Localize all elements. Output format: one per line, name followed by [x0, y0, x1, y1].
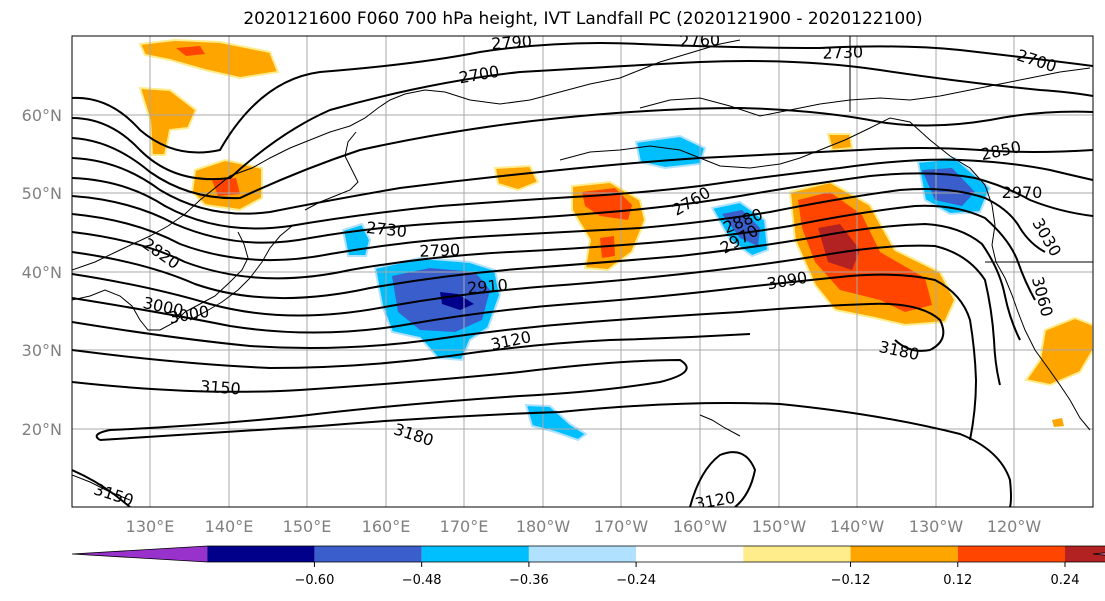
height-contour — [72, 469, 131, 507]
ivt-positive-core — [176, 46, 205, 56]
ivt-positive-region — [1024, 316, 1093, 387]
contour-label: 2790 — [491, 32, 533, 54]
ivt-positive-region — [1052, 418, 1064, 427]
ivt-positive-region — [138, 86, 198, 156]
ivt-negative-region — [524, 403, 588, 442]
height-contour — [72, 244, 1001, 386]
longitude-label: 140°E — [205, 517, 254, 536]
china-korea-coastline — [72, 231, 249, 331]
longitude-label: 140°W — [830, 517, 885, 536]
figure-title: 2020121600 F060 700 hPa height, IVT Land… — [243, 9, 922, 29]
colorbar-swatch — [743, 546, 851, 562]
colorbar-swatch — [1065, 546, 1105, 562]
height-contours — [72, 42, 1093, 507]
height-contour — [689, 451, 757, 507]
colorbar-extend-min — [72, 546, 208, 562]
ivt-positive-region — [138, 38, 280, 80]
colorbar-swatch — [314, 546, 422, 562]
height-contour — [72, 204, 1036, 301]
ivt-positive-region — [493, 164, 540, 192]
height-contour — [72, 222, 1021, 341]
height-contour — [72, 273, 978, 441]
contour-label: 2730 — [822, 42, 863, 62]
longitude-label: 150°E — [283, 517, 332, 536]
longitude-label: 180°W — [516, 517, 571, 536]
colorbar-swatch — [850, 546, 958, 562]
japan-coastline — [189, 225, 293, 321]
latitude-label: 40°N — [22, 263, 62, 282]
height-contour — [72, 358, 688, 441]
contour-label: 2970 — [1002, 183, 1043, 202]
latitude-label: 20°N — [22, 420, 62, 439]
height-contour — [99, 402, 1012, 507]
north-america-coastline — [559, 117, 1091, 431]
height-contour — [72, 42, 1093, 154]
ivt-positive-core — [212, 178, 240, 196]
kamchatka-coastline — [304, 131, 359, 211]
longitude-label: 130°E — [126, 517, 175, 536]
graticule — [72, 36, 1093, 507]
colorbar-tick-label: 0.24 — [1051, 573, 1080, 588]
longitude-label: 150°W — [752, 517, 807, 536]
colorbar-tick-label: −0.48 — [402, 573, 442, 588]
longitude-label: 170°W — [594, 517, 649, 536]
longitude-label: 160°W — [673, 517, 728, 536]
map-panel: 2790 2760 2730 2700 2700 2850 2970 3030 … — [71, 30, 1094, 514]
height-contour — [72, 147, 1093, 215]
alaska-canada-coastline — [639, 67, 1091, 117]
height-contour — [72, 60, 1093, 181]
contour-label: 2910 — [466, 275, 508, 297]
latitude-axis: 60°N 50°N 40°N 30°N 20°N — [22, 106, 62, 439]
contour-label: 2730 — [365, 218, 407, 241]
contour-label: 3150 — [199, 377, 241, 399]
height-contour — [72, 188, 1046, 262]
colorbar-tick-label: −0.24 — [616, 573, 656, 588]
asia-coastline — [72, 39, 741, 271]
height-contour — [72, 158, 1093, 230]
colorbar-swatch — [957, 546, 1065, 562]
longitude-label: 120°W — [987, 517, 1042, 536]
colorbar-swatch — [636, 546, 744, 562]
contour-label: 2790 — [419, 240, 460, 260]
height-contour — [72, 106, 1093, 200]
ivt-negative-core — [922, 168, 975, 206]
colorbar-tick-label: 0.12 — [943, 573, 972, 588]
latitude-label: 30°N — [22, 341, 62, 360]
colorbar-swatch — [207, 546, 315, 562]
latitude-label: 60°N — [22, 106, 62, 125]
map-frame — [71, 35, 1094, 508]
height-contour — [72, 172, 1093, 244]
longitude-label: 170°E — [440, 517, 489, 536]
colorbar-tick-label: −0.36 — [509, 573, 549, 588]
colorbar-swatch — [421, 546, 529, 562]
philippines-coastline — [72, 474, 131, 501]
height-contour — [72, 333, 751, 370]
ivt-positive-core — [798, 192, 932, 312]
ivt-negative-core — [722, 210, 760, 246]
height-contour — [72, 302, 945, 352]
hawaii-islands — [699, 414, 741, 437]
coastlines — [72, 36, 1093, 501]
latitude-label: 50°N — [22, 184, 62, 203]
colorbar-tick-label: −0.12 — [831, 573, 871, 588]
colorbar-swatch — [528, 546, 637, 562]
colorbar: −0.60−0.48−0.36−0.24−0.120.120.240.36 — [71, 545, 1105, 588]
colorbar-outline — [71, 545, 1105, 563]
contour-label: 3120 — [693, 488, 736, 514]
longitude-axis: 130°E 140°E 150°E 160°E 170°E 180°W 170°… — [126, 517, 1042, 536]
longitude-label: 130°W — [909, 517, 964, 536]
longitude-label: 160°E — [362, 517, 411, 536]
contour-label: 2760 — [679, 30, 720, 50]
colorbar-tick-label: −0.60 — [295, 573, 335, 588]
